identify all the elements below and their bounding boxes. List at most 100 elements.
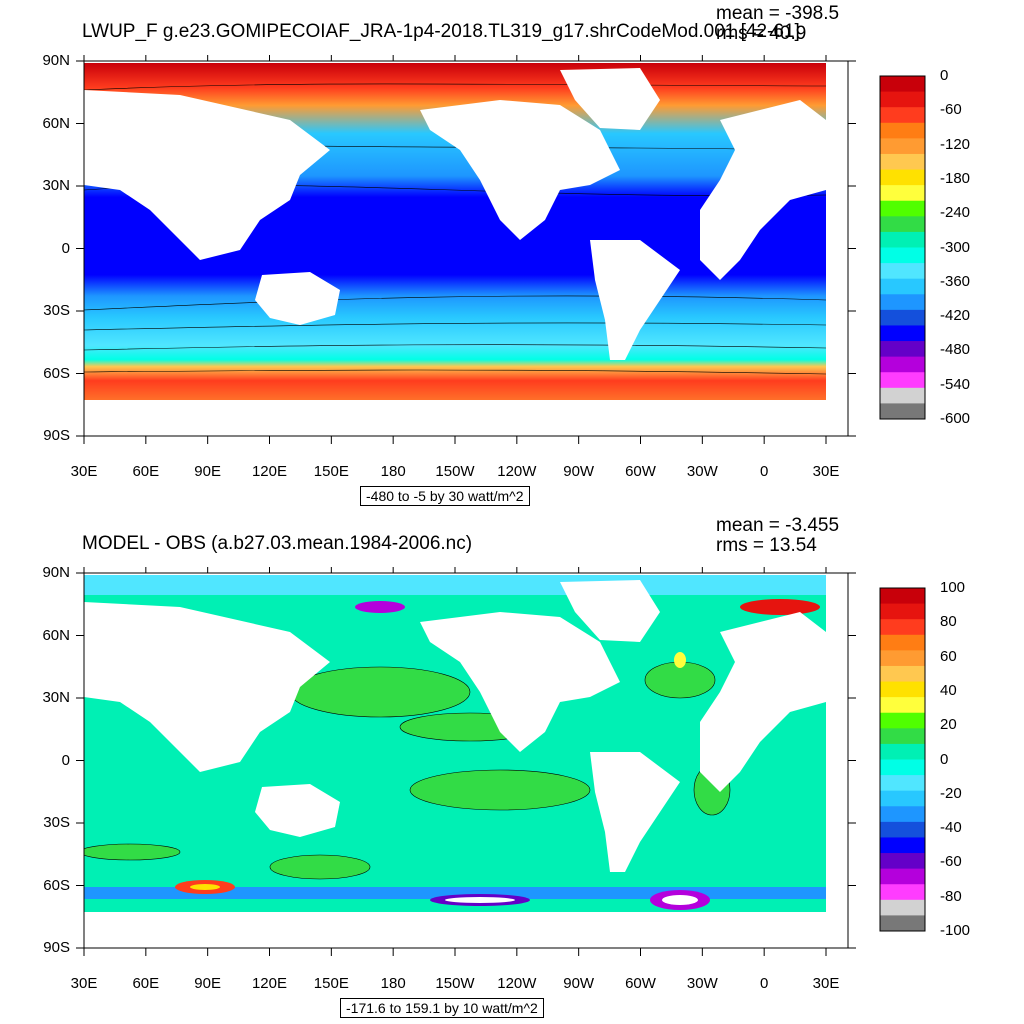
colorbar-swatch [880, 216, 925, 233]
colorbar-swatch [880, 697, 925, 714]
colorbar-swatch [880, 899, 925, 916]
colorbar-label: 20 [940, 716, 957, 734]
longitude-label: 150E [313, 975, 349, 992]
longitude-label: 30E [812, 975, 840, 992]
colorbar-swatch [880, 138, 925, 155]
longitude-label: 120W [497, 975, 537, 992]
latitude-label: 30N [42, 689, 70, 706]
lwup-map-svg [76, 55, 926, 444]
longitude-label: 0 [759, 975, 769, 992]
mean-value: mean = -3.455 [716, 515, 840, 536]
map-panel-difference: MODEL - OBS (a.b27.03.mean.1984-2006.nc)… [0, 512, 1024, 1024]
colorbar-label: -80 [940, 887, 962, 905]
longitude-label: 90E [194, 463, 221, 480]
colorbar-swatch [880, 309, 925, 326]
latitude-label: 60S [43, 876, 70, 894]
colorbar-swatch [880, 712, 925, 729]
contour-info: -480 to -5 by 30 watt/m^2 [360, 486, 530, 506]
colorbar-swatch [880, 728, 925, 745]
colorbar-swatch [880, 915, 925, 932]
colorbar-swatch [880, 821, 925, 838]
colorbar-swatch [880, 122, 925, 139]
colorbar-swatch [880, 603, 925, 620]
colorbar [879, 75, 926, 420]
colorbar-label: -180 [940, 169, 971, 187]
colorbar-swatch [880, 231, 925, 248]
longitude-label: 0 [759, 463, 769, 480]
colorbar-swatch [880, 107, 925, 124]
negative-anomaly-regions [84, 575, 826, 910]
latitude-label: 0 [61, 239, 70, 257]
longitude-label: 150W [435, 975, 475, 992]
colorbar-label: -120 [940, 135, 971, 153]
axis-ticks [76, 55, 856, 444]
panel-title: MODEL - OBS (a.b27.03.mean.1984-2006.nc) [82, 533, 473, 554]
longitude-label: 60E [132, 463, 160, 480]
colorbar-swatch [880, 790, 925, 807]
colorbar-frame [879, 75, 926, 420]
colorbar-label: -480 [940, 341, 971, 359]
colorbar-label: -20 [940, 784, 962, 802]
colorbar-swatch [880, 169, 925, 186]
colorbar-swatch [880, 294, 925, 311]
colorbar-label: -420 [940, 307, 971, 325]
longitude-label: 60W [625, 975, 656, 992]
colorbar-swatch [880, 372, 925, 389]
contour-info: -171.6 to 159.1 by 10 watt/m^2 [340, 998, 544, 1018]
longitude-label: 30W [686, 463, 718, 480]
colorbar-swatch [880, 634, 925, 651]
longitude-label: 60W [625, 463, 656, 480]
colorbar-swatch [880, 665, 925, 683]
colorbar-label: -60 [940, 853, 962, 871]
colorbar-swatch [880, 403, 925, 420]
colorbar-swatch [880, 325, 925, 342]
colorbar-label: 0 [940, 67, 949, 84]
colorbar-swatch [880, 650, 925, 667]
latitude-label: 90S [43, 939, 70, 956]
colorbar [879, 587, 926, 932]
colorbar-swatch [880, 759, 925, 776]
latitude-label: 60N [42, 626, 70, 644]
colorbar-label: 40 [940, 681, 957, 699]
latitude-label: 30S [43, 814, 70, 831]
colorbar-swatch [880, 775, 925, 792]
colorbar-swatch [880, 341, 925, 358]
longitude-label: 120E [251, 463, 288, 480]
colorbar-swatch [880, 185, 925, 202]
latitude-label: 30S [43, 302, 70, 319]
colorbar-swatch [880, 588, 925, 605]
colorbar-label: -600 [940, 410, 971, 427]
colorbar-label: -300 [940, 238, 971, 256]
colorbar-swatch [880, 387, 925, 404]
colorbar-label: -240 [940, 204, 971, 222]
longitude-label: 120E [251, 975, 288, 992]
colorbar-swatch [880, 91, 925, 108]
colorbar-swatch [880, 853, 925, 870]
rms-value: rms = 40.9 [716, 23, 807, 44]
latitude-label: 0 [61, 751, 70, 769]
longitude-label: 90E [194, 975, 221, 992]
longitude-label: 60E [132, 975, 160, 992]
latitude-label: 60N [42, 114, 70, 132]
longitude-label: 90W [563, 463, 595, 480]
colorbar-label: -540 [940, 375, 971, 393]
longitude-label: 180 [380, 975, 406, 992]
land-masses [84, 580, 848, 948]
rms-value: rms = 13.54 [716, 535, 817, 556]
colorbar-label: 100 [940, 579, 966, 596]
colorbar-swatch [880, 263, 925, 280]
longitude-label: 120W [497, 463, 537, 480]
latitude-label: 90S [43, 427, 70, 444]
longitude-label: 150W [435, 463, 475, 480]
longitude-label: 30W [686, 975, 718, 992]
colorbar-swatch [880, 884, 925, 901]
colorbar-label: -360 [940, 272, 971, 290]
longitude-label: 30E [70, 463, 98, 480]
longitude-label: 180 [380, 463, 406, 480]
longitude-label: 90W [563, 975, 595, 992]
colorbar-label: -40 [940, 819, 962, 837]
colorbar-swatch [880, 868, 925, 885]
colorbar-swatch [880, 743, 925, 760]
colorbar-swatch [880, 153, 925, 171]
colorbar-swatch [880, 356, 925, 373]
